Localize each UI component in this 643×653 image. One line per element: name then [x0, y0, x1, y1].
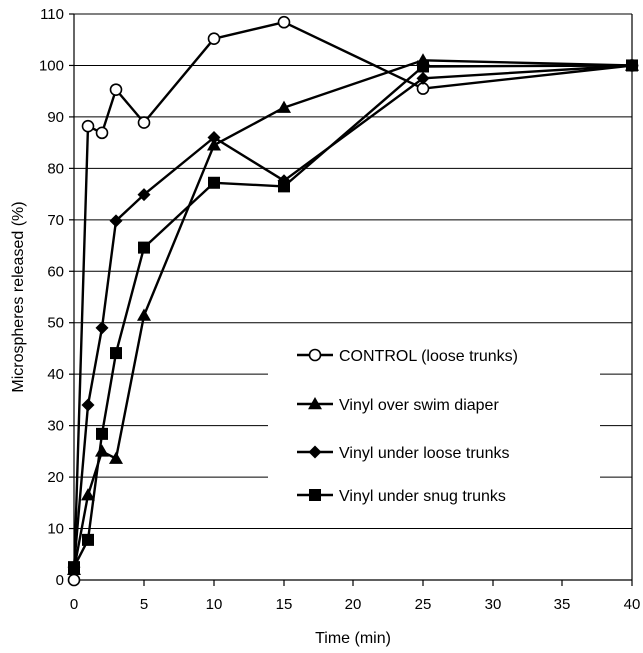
- y-tick-label: 110: [40, 6, 64, 23]
- series-4: [68, 59, 638, 574]
- y-tick-label: 30: [47, 418, 64, 435]
- x-tick-label: 30: [485, 596, 502, 613]
- x-tick-label: 5: [140, 596, 148, 613]
- y-tick-label: 60: [47, 263, 64, 280]
- x-tick-label: 10: [206, 596, 223, 613]
- data-point: [278, 180, 290, 193]
- legend-marker: [308, 397, 322, 410]
- data-point: [207, 138, 221, 151]
- data-point: [95, 321, 109, 335]
- y-tick-label: 90: [47, 109, 64, 126]
- data-point: [137, 308, 151, 321]
- data-point: [207, 130, 221, 144]
- y-tick-label: 80: [47, 160, 64, 177]
- x-tick-label: 20: [345, 596, 362, 613]
- data-point: [96, 427, 108, 440]
- data-point: [207, 32, 221, 45]
- legend-marker: [308, 445, 322, 459]
- legend-background: [268, 326, 600, 522]
- x-tick-label: 40: [624, 596, 641, 613]
- data-point: [95, 126, 109, 140]
- x-tick-label: 35: [554, 596, 571, 613]
- data-point: [109, 214, 123, 228]
- legend-entry: Vinyl over swim diaper: [297, 397, 499, 414]
- data-point: [137, 188, 151, 202]
- legend-marker: [309, 489, 321, 501]
- data-point: [417, 60, 429, 73]
- x-tick-label: 0: [70, 596, 78, 613]
- y-tick-label: 70: [47, 212, 64, 229]
- y-axis-title: Microspheres released (%): [10, 201, 27, 392]
- data-point: [208, 176, 220, 189]
- data-point: [110, 347, 122, 360]
- data-point: [109, 83, 123, 96]
- data-point: [95, 444, 109, 457]
- legend-label: Vinyl over swim diaper: [339, 397, 499, 414]
- series-lines: [67, 15, 639, 587]
- data-point: [81, 119, 95, 133]
- data-point: [109, 451, 123, 464]
- data-point: [82, 533, 94, 546]
- y-tick-label: 0: [56, 572, 64, 589]
- legend-entry: CONTROL (loose trunks): [297, 348, 518, 365]
- legend-entry: Vinyl under snug trunks: [297, 488, 506, 505]
- legend-entry: Vinyl under loose trunks: [297, 445, 509, 462]
- legend-label: CONTROL (loose trunks): [339, 348, 518, 365]
- data-point: [277, 15, 291, 29]
- data-point: [416, 71, 430, 85]
- y-tick-labels: 0 10 20 30 40 50 60 70 80 90 100 110: [39, 6, 64, 589]
- y-tick-label: 50: [47, 315, 64, 332]
- data-point: [81, 398, 95, 412]
- legend-label: Vinyl under snug trunks: [339, 488, 506, 505]
- data-point: [277, 100, 291, 113]
- data-point: [626, 59, 638, 72]
- x-tick-labels: 0 5 10 15 20 25 30 35 40: [70, 596, 641, 613]
- legend: CONTROL (loose trunks) Vinyl over swim di…: [268, 326, 600, 522]
- legend-label: Vinyl under loose trunks: [339, 445, 509, 462]
- legend-marker: [308, 348, 322, 362]
- data-point: [137, 116, 151, 129]
- data-point: [138, 241, 150, 254]
- x-tick-label: 25: [415, 596, 432, 613]
- y-tick-label: 40: [47, 366, 64, 383]
- data-point: [81, 488, 95, 501]
- x-tick-label: 15: [276, 596, 293, 613]
- y-tick-label: 10: [47, 521, 64, 538]
- x-axis-title: Time (min): [315, 630, 391, 647]
- y-tick-label: 100: [39, 57, 64, 74]
- data-point: [68, 561, 80, 574]
- data-point: [67, 573, 81, 587]
- y-tick-label: 20: [47, 469, 64, 486]
